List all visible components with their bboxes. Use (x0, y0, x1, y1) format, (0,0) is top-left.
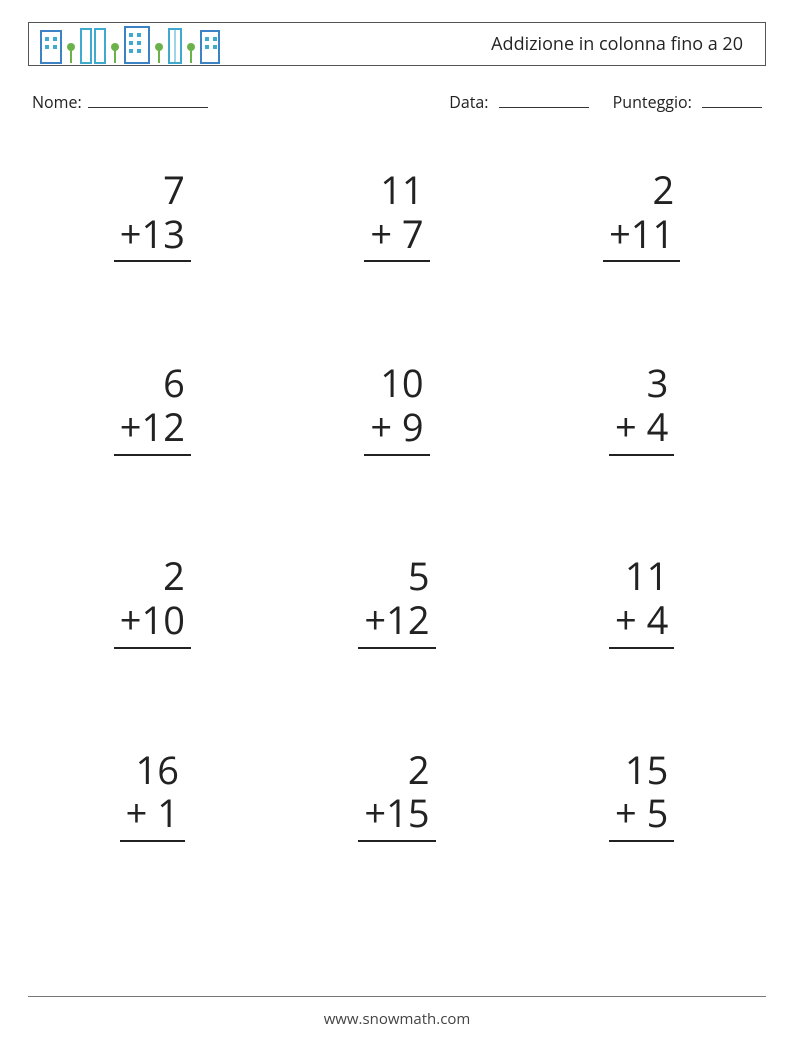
answer-line[interactable] (364, 454, 429, 498)
addend-top: 2 (358, 749, 435, 793)
addend-bottom: +10 (114, 599, 191, 643)
addition-problem: 5+12 (358, 555, 435, 690)
addend-bottom: + 9 (364, 406, 429, 450)
addend-bottom: + 4 (609, 599, 674, 643)
name-blank[interactable] (88, 90, 208, 108)
info-date: Data: (449, 90, 588, 113)
addition-problem: 2+15 (358, 749, 435, 884)
worksheet-title: Addizione in colonna fino a 20 (491, 32, 743, 56)
answer-line[interactable] (358, 647, 435, 691)
info-score: Punteggio: (613, 90, 762, 113)
problems-grid: 7+13 11+ 7 2+11 6+12 10+ 9 3+ 4 2+10 5+1… (60, 140, 734, 913)
problem-cell: 2+10 (60, 527, 245, 720)
addend-bottom: +12 (358, 599, 435, 643)
addition-problem: 11+ 7 (364, 169, 429, 304)
addend-top: 11 (364, 169, 429, 213)
addend-top: 7 (114, 169, 191, 213)
addend-bottom: + 4 (609, 406, 674, 450)
problem-cell: 7+13 (60, 140, 245, 333)
problem-cell: 2+15 (305, 720, 490, 913)
info-name: Nome: (32, 90, 449, 113)
addend-top: 6 (114, 362, 191, 406)
addend-bottom: +12 (114, 406, 191, 450)
answer-line[interactable] (120, 840, 185, 884)
header-box: Addizione in colonna fino a 20 (28, 22, 766, 66)
answer-line[interactable] (603, 260, 680, 304)
addend-bottom: + 5 (609, 792, 674, 836)
addend-bottom: +15 (358, 792, 435, 836)
addend-bottom: + 7 (364, 213, 429, 257)
problem-cell: 5+12 (305, 527, 490, 720)
footer-rule (28, 996, 766, 997)
name-label: Nome: (32, 91, 82, 113)
buildings-svg (37, 25, 267, 65)
addition-problem: 16+ 1 (120, 749, 185, 884)
problem-cell: 2+11 (549, 140, 734, 333)
answer-line[interactable] (114, 647, 191, 691)
problem-cell: 15+ 5 (549, 720, 734, 913)
addend-bottom: +11 (603, 213, 680, 257)
score-label: Punteggio: (613, 91, 692, 113)
addend-top: 11 (609, 555, 674, 599)
answer-line[interactable] (609, 647, 674, 691)
addend-top: 15 (609, 749, 674, 793)
problem-cell: 11+ 4 (549, 527, 734, 720)
addition-problem: 3+ 4 (609, 362, 674, 497)
addend-top: 10 (364, 362, 429, 406)
problem-cell: 16+ 1 (60, 720, 245, 913)
problem-cell: 6+12 (60, 333, 245, 526)
addition-problem: 15+ 5 (609, 749, 674, 884)
problem-cell: 3+ 4 (549, 333, 734, 526)
addition-problem: 2+10 (114, 555, 191, 690)
problem-cell: 11+ 7 (305, 140, 490, 333)
addend-top: 2 (114, 555, 191, 599)
addend-top: 5 (358, 555, 435, 599)
addend-top: 2 (603, 169, 680, 213)
addition-problem: 7+13 (114, 169, 191, 304)
footer-text: www.snowmath.com (0, 1009, 794, 1029)
addend-bottom: + 1 (120, 792, 185, 836)
problem-cell: 10+ 9 (305, 333, 490, 526)
addend-bottom: +13 (114, 213, 191, 257)
answer-line[interactable] (114, 454, 191, 498)
answer-line[interactable] (114, 260, 191, 304)
date-blank[interactable] (499, 90, 589, 108)
info-line: Nome: Data: Punteggio: (32, 90, 762, 113)
addition-problem: 10+ 9 (364, 362, 429, 497)
answer-line[interactable] (609, 840, 674, 884)
worksheet-page: Addizione in colonna fino a 20 Nome: Dat… (0, 0, 794, 1053)
date-label: Data: (449, 91, 488, 113)
addend-top: 16 (120, 749, 185, 793)
addition-problem: 2+11 (603, 169, 680, 304)
header-buildings-icon (37, 23, 267, 65)
addend-top: 3 (609, 362, 674, 406)
answer-line[interactable] (358, 840, 435, 884)
score-blank[interactable] (702, 90, 762, 108)
answer-line[interactable] (364, 260, 429, 304)
answer-line[interactable] (609, 454, 674, 498)
addition-problem: 11+ 4 (609, 555, 674, 690)
addition-problem: 6+12 (114, 362, 191, 497)
